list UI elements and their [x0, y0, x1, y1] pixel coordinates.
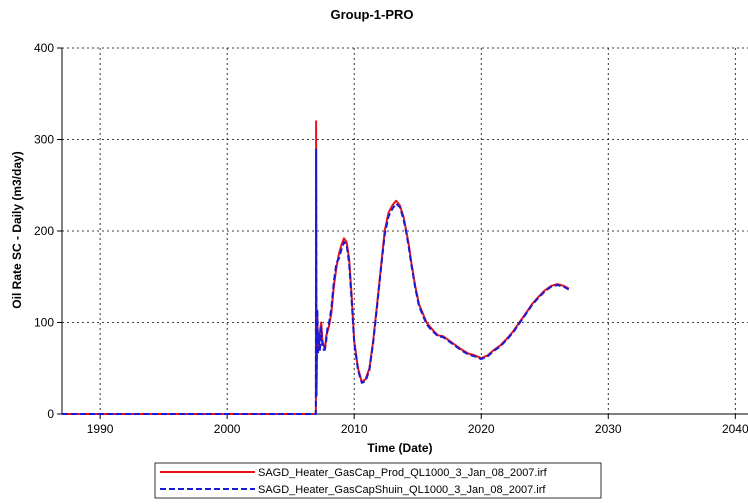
x-tick-label: 2040 — [722, 422, 748, 436]
x-tick-label: 2020 — [468, 422, 495, 436]
x-axis-label: Time (Date) — [367, 441, 432, 455]
series-line-2 — [62, 147, 570, 415]
x-tick-label: 1990 — [87, 422, 114, 436]
y-axis-label: Oil Rate SC - Daily (m3/day) — [10, 151, 24, 308]
chart-title: Group-1-PRO — [330, 7, 413, 22]
y-tick-label: 100 — [34, 316, 54, 330]
axes — [57, 47, 748, 419]
y-tick-label: 400 — [34, 41, 54, 55]
y-tick-label: 200 — [34, 224, 54, 238]
x-tick-label: 2030 — [595, 422, 622, 436]
legend-box — [154, 462, 602, 499]
series-lines — [62, 120, 570, 415]
tick-labels: 0 100 200 300 400 1990 2000 2010 2020 2030 2040 — [34, 41, 748, 436]
legend-label-series-1: SAGD_Heater_GasCap_Prod_QL1000_3_Jan_08_… — [258, 467, 548, 479]
x-tick-label: 2010 — [341, 422, 368, 436]
legend: SAGD_Heater_GasCap_Prod_QL1000_3_Jan_08_… — [154, 462, 602, 499]
y-tick-label: 0 — [47, 407, 54, 421]
y-tick-label: 300 — [34, 133, 54, 147]
grid-lines — [62, 47, 748, 414]
legend-label-series-2: SAGD_Heater_GasCapShuin_QL1000_3_Jan_08_… — [258, 484, 546, 496]
x-tick-label: 2000 — [214, 422, 241, 436]
